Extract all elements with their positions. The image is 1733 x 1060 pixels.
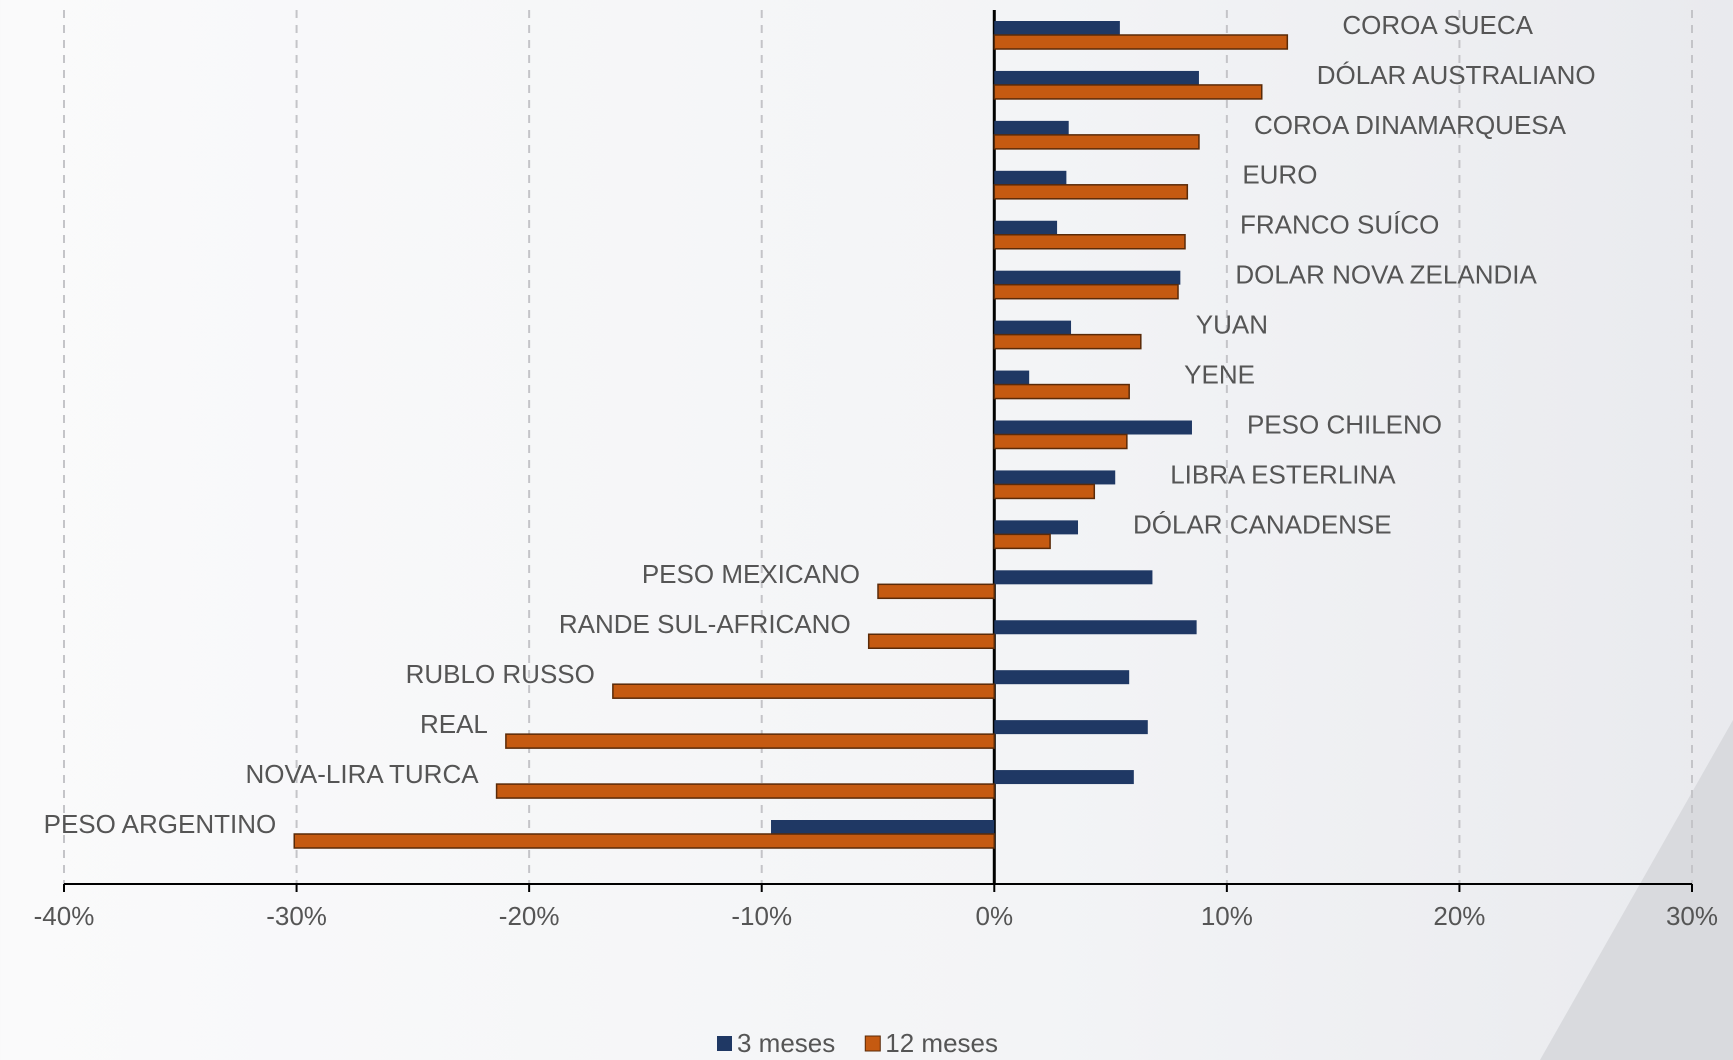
category-label: PESO ARGENTINO (44, 809, 277, 839)
bar (994, 520, 1079, 535)
category-label: COROA SUECA (1342, 10, 1533, 40)
x-tick-label: 10% (1201, 901, 1253, 931)
bar (994, 70, 1199, 85)
bar (994, 470, 1116, 485)
bar (994, 620, 1197, 635)
category-label: FRANCO SUÍCO (1240, 210, 1439, 240)
bar (771, 820, 995, 834)
bar (867, 633, 996, 649)
legend-label: 3 meses (737, 1028, 835, 1058)
x-tick-label: 30% (1666, 901, 1718, 931)
legend-swatch (717, 1036, 732, 1051)
bar (994, 770, 1134, 785)
x-tick-label: -20% (499, 901, 560, 931)
decoration (1540, 720, 1733, 1060)
category-label: LIBRA ESTERLINA (1170, 459, 1396, 489)
bar (877, 583, 996, 600)
bar (993, 234, 1186, 250)
bar (994, 270, 1181, 285)
bar (994, 420, 1192, 435)
category-label: EURO (1242, 160, 1317, 190)
category-label: NOVA-LIRA TURCA (245, 759, 479, 789)
bar (993, 84, 1263, 100)
bar (993, 134, 1200, 150)
bar (994, 21, 1120, 35)
bar (994, 120, 1069, 135)
legend-swatch (864, 1035, 881, 1052)
category-label: RANDE SUL-AFRICANO (559, 609, 851, 639)
bar (994, 320, 1072, 335)
bar (994, 570, 1153, 585)
category-label: REAL (420, 709, 488, 739)
bar (994, 720, 1148, 735)
bar (993, 483, 1096, 500)
bar (994, 220, 1058, 235)
bar (495, 783, 996, 799)
bar (993, 533, 1051, 550)
category-label: COROA DINAMARQUESA (1254, 110, 1567, 140)
bar (505, 733, 996, 749)
bar (293, 833, 996, 849)
x-tick-label: -40% (34, 901, 95, 931)
x-tick-label: -30% (266, 901, 327, 931)
category-label: YUAN (1196, 310, 1268, 340)
category-label: PESO MEXICANO (642, 559, 860, 589)
bar (994, 370, 1030, 385)
x-tick-label: 20% (1433, 901, 1485, 931)
bar (993, 433, 1128, 450)
bar (994, 170, 1067, 185)
bar (993, 184, 1189, 200)
bar (993, 283, 1179, 300)
bar (994, 670, 1130, 685)
category-label: PESO CHILENO (1247, 409, 1442, 439)
category-label: YENE (1184, 359, 1255, 389)
category-label: DOLAR NOVA ZELANDIA (1235, 260, 1537, 290)
bar (993, 333, 1142, 350)
bar (993, 383, 1130, 400)
category-label: DÓLAR CANADENSE (1133, 509, 1392, 539)
x-tick-label: -10% (731, 901, 792, 931)
category-label: DÓLAR AUSTRALIANO (1317, 60, 1596, 90)
category-label: RUBLO RUSSO (406, 659, 595, 689)
legend-label: 12 meses (885, 1028, 998, 1058)
bar (612, 683, 996, 699)
bar (993, 34, 1289, 50)
x-tick-label: 0% (975, 901, 1013, 931)
